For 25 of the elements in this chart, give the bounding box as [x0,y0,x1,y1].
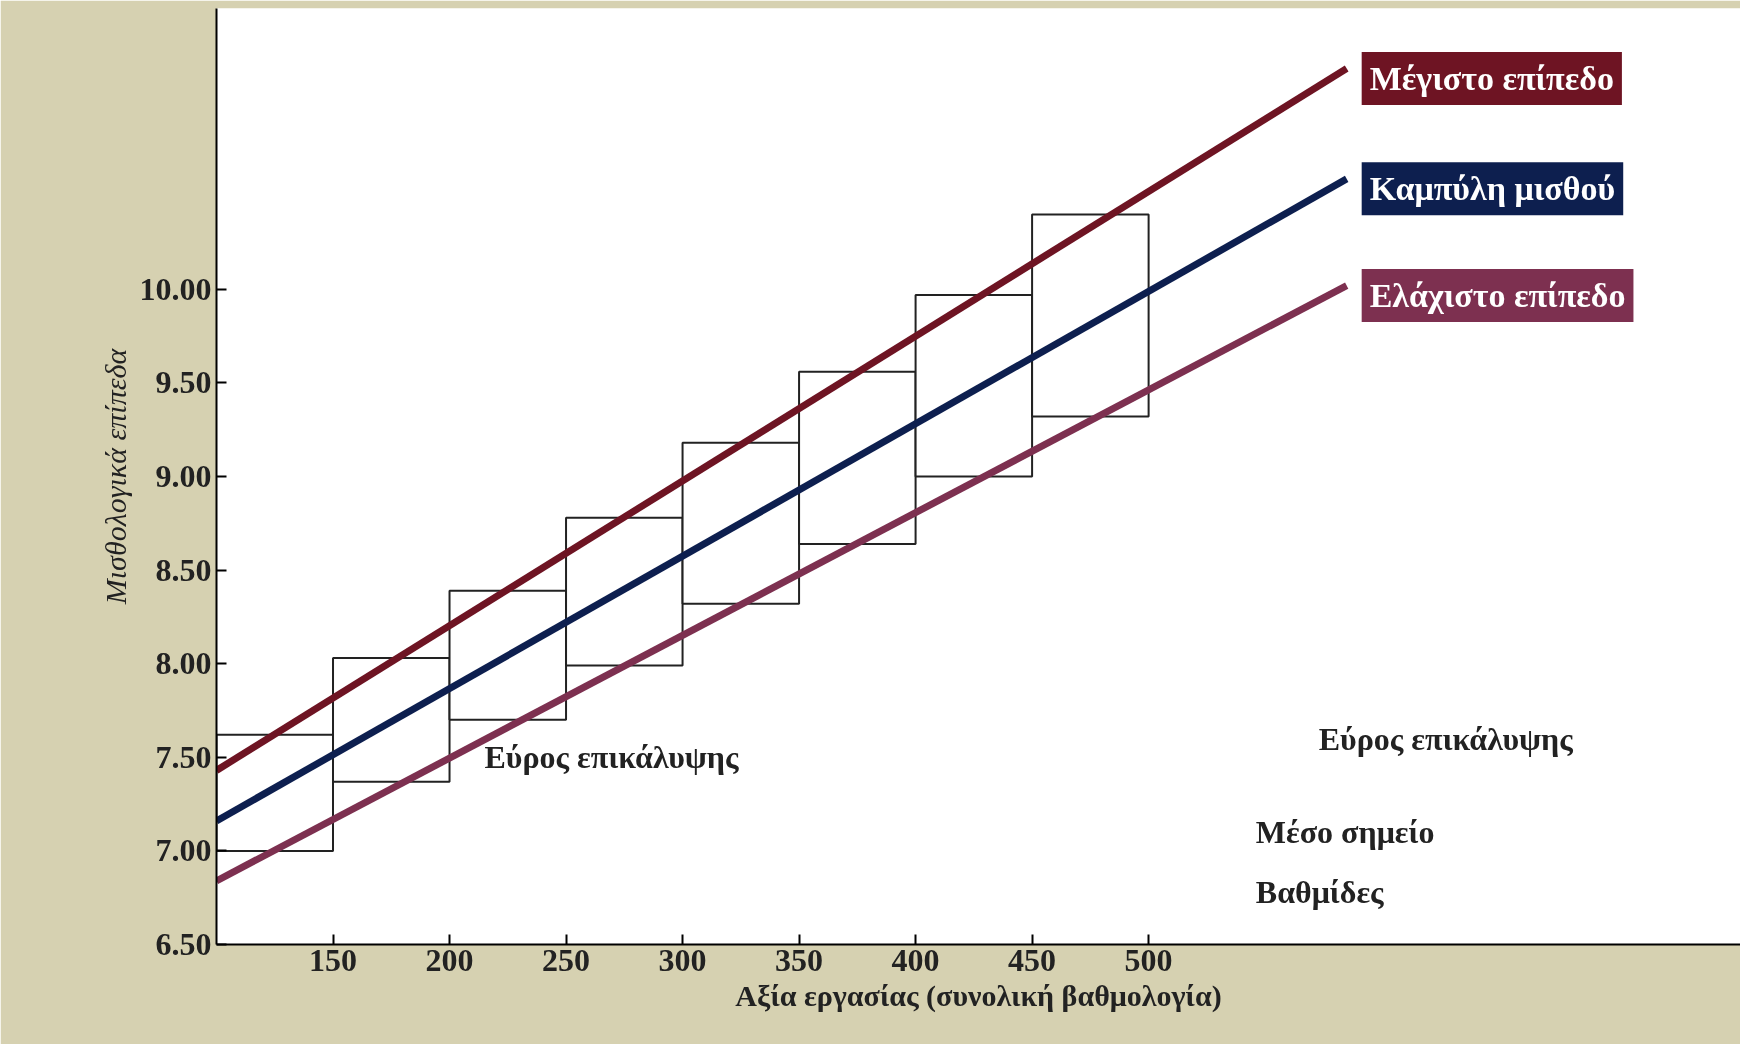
y-tick-label: 8.50 [155,551,212,588]
x-axis-title: Αξία εργασίας (συνολική βαθμολογία) [735,978,1222,1013]
x-tick-label: 300 [658,941,707,978]
series-label: Ελάχιστο επίπεδο [1369,277,1626,315]
series-label: Μέγιστο επίπεδο [1369,59,1614,97]
x-tick-label: 500 [1124,941,1173,978]
annotation: Εύρος επικάλυψης [1318,720,1574,757]
annotation: Μέσο σημείο [1255,814,1435,851]
y-tick-label: 8.00 [155,645,212,682]
y-tick-label: 6.50 [155,926,212,962]
series-label: Καμπύλη μισθού [1369,170,1616,208]
x-tick-label: 250 [542,941,591,978]
y-tick-label: 9.50 [155,364,212,401]
x-tick-label: 200 [425,941,474,978]
x-tick-label: 150 [309,941,358,978]
y-axis-title: Μισθολογικά επίπεδα [98,347,132,606]
y-tick-label: 10.00 [139,270,212,307]
y-tick-label: 7.50 [155,738,212,775]
x-tick-label: 350 [775,941,824,978]
annotation: Εύρος επικάλυψης [484,739,739,776]
x-tick-label: 450 [1008,941,1057,978]
y-tick-label: 7.00 [155,832,212,869]
annotation: Βαθμίδες [1255,874,1385,911]
x-tick-label: 400 [891,941,940,978]
y-tick-label: 9.00 [155,458,212,494]
